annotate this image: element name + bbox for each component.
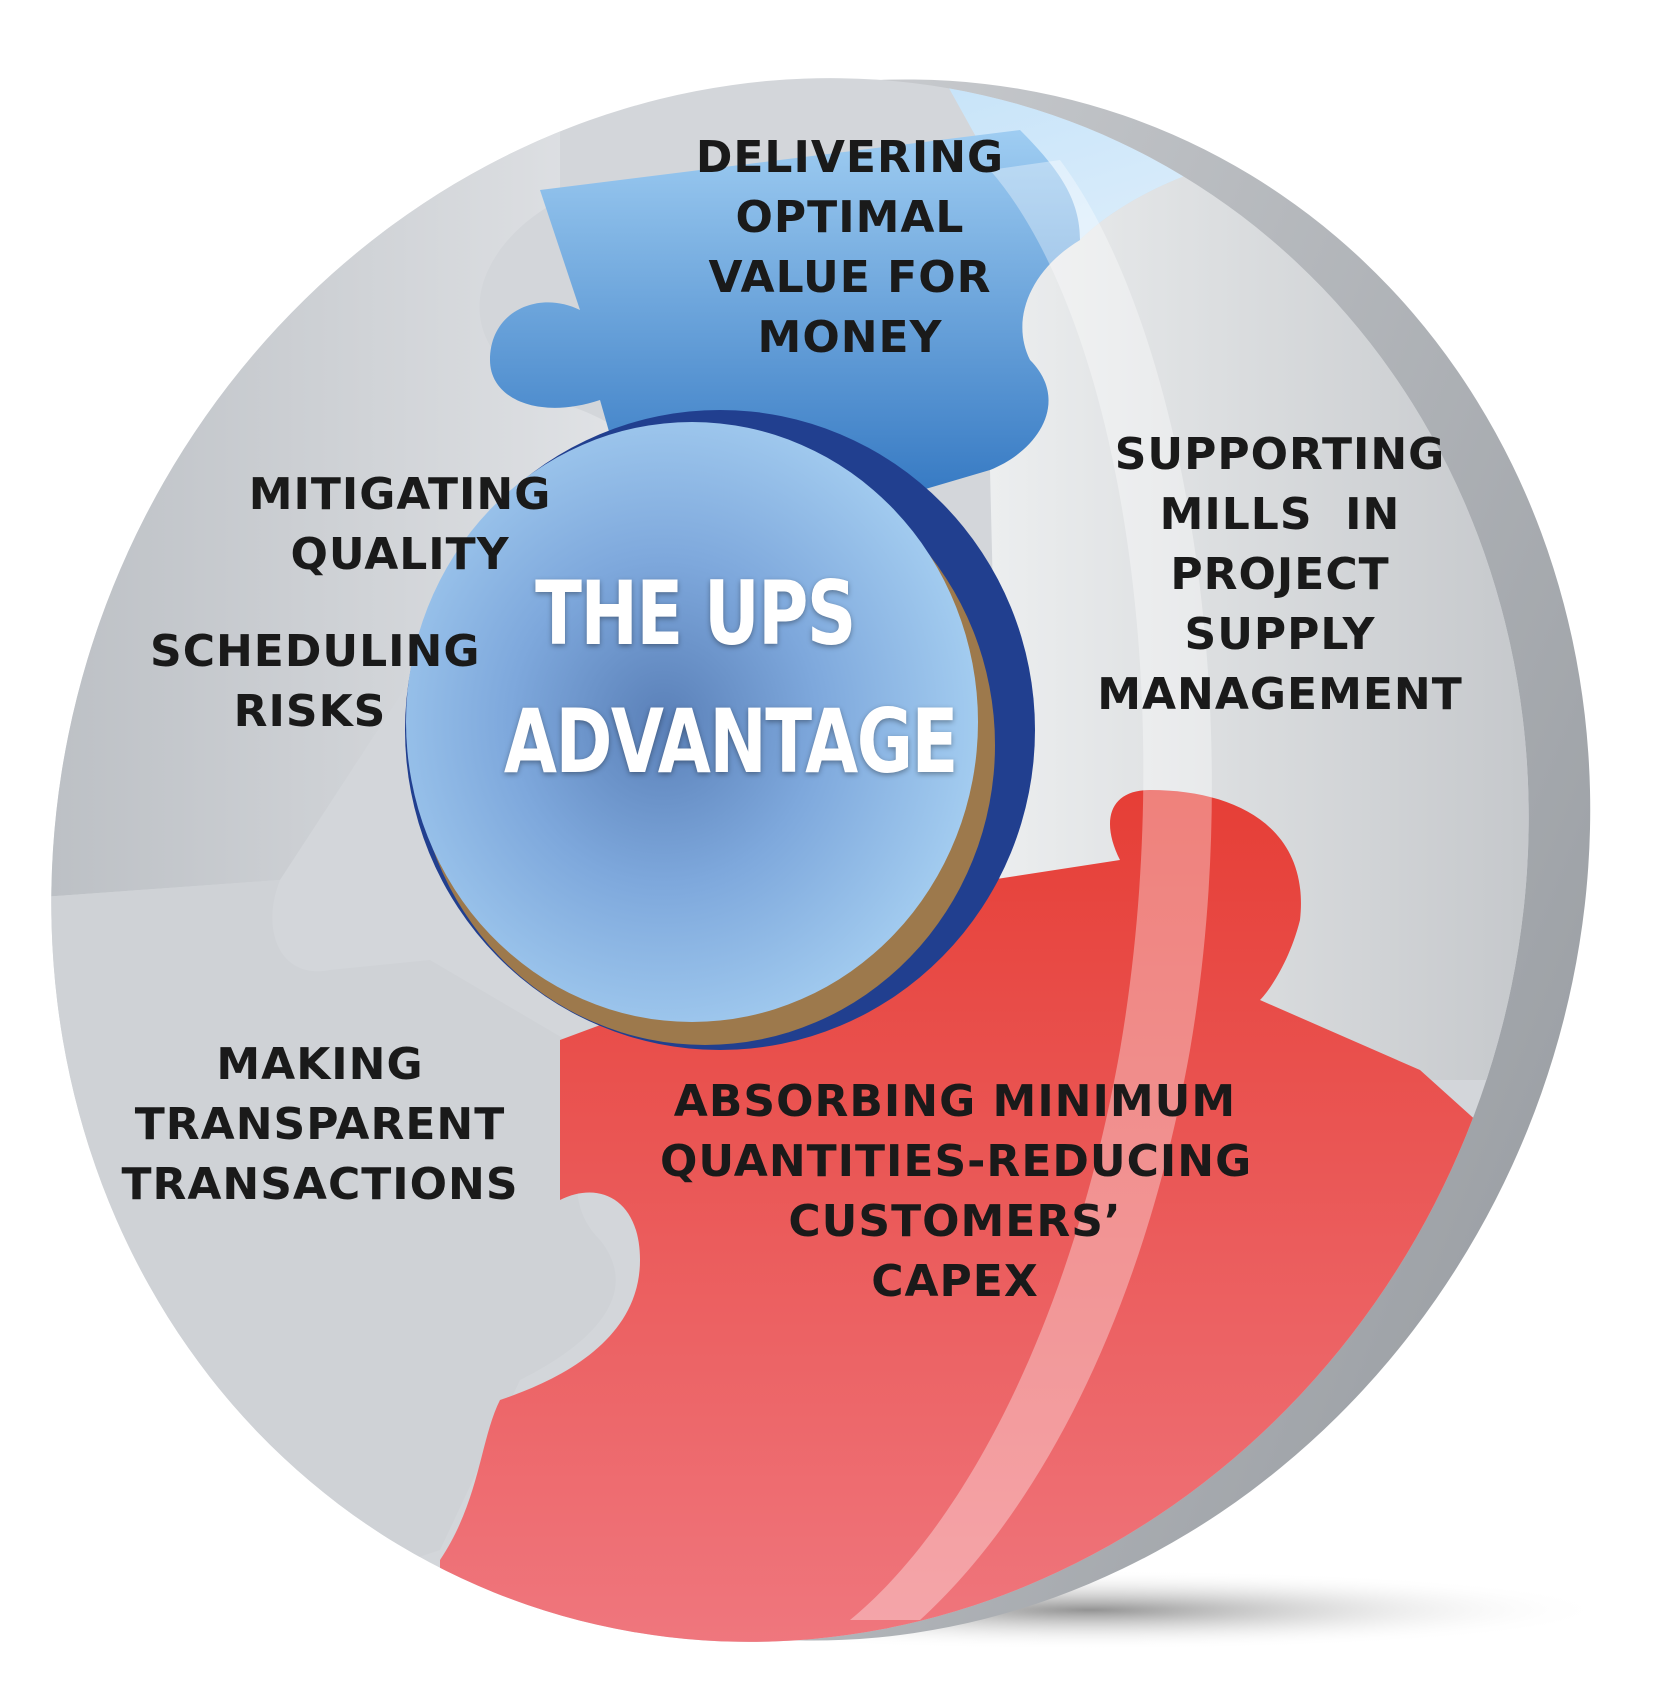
label-making-transparent: MAKING TRANSPARENT TRANSACTIONS (120, 1035, 520, 1215)
gloss-band (850, 160, 1212, 1620)
label-line: PROJECT (1170, 549, 1390, 600)
label-line: ABSORBING MINIMUM (673, 1076, 1237, 1127)
label-supporting-mills: SUPPORTING MILLS IN PROJECT SUPPLY MANAG… (1090, 425, 1470, 725)
center-title-line1: THE UPS (535, 562, 856, 665)
label-line: CUSTOMERS’ (788, 1196, 1122, 1247)
label-line: QUALITY (290, 529, 510, 580)
label-line: SCHEDULING (150, 626, 481, 677)
label-line: MAKING (216, 1039, 424, 1090)
label-line: TRANSPARENT (134, 1099, 506, 1150)
label-absorbing-minimum: ABSORBING MINIMUM QUANTITIES-REDUCING CU… (660, 1072, 1253, 1312)
label-line: CAPEX (871, 1256, 1039, 1307)
label-line: MANAGEMENT (1097, 669, 1463, 720)
label-mitigating-quality: MITIGATING QUALITY (245, 465, 555, 585)
label-delivering-value: DELIVERING OPTIMAL VALUE FOR MONEY (680, 128, 1020, 368)
label-line: DELIVERING (695, 132, 1005, 183)
label-line: MONEY (757, 312, 943, 363)
center-button-face (406, 422, 978, 1022)
label-line: RISKS (233, 686, 387, 737)
label-scheduling-risks: SCHEDULING RISKS (150, 622, 481, 742)
label-line: OPTIMAL (735, 192, 965, 243)
label-line: MITIGATING (248, 469, 552, 520)
center-title-line2: ADVANTAGE (503, 690, 958, 793)
label-line: SUPPORTING (1114, 429, 1446, 480)
label-line: QUANTITIES-REDUCING (660, 1136, 1253, 1187)
label-line: SUPPLY (1184, 609, 1376, 660)
label-line: VALUE FOR (708, 252, 992, 303)
label-line: TRANSACTIONS (121, 1159, 519, 1210)
label-line: MILLS IN (1159, 489, 1401, 540)
center-title: THE UPS ADVANTAGE (503, 550, 958, 806)
